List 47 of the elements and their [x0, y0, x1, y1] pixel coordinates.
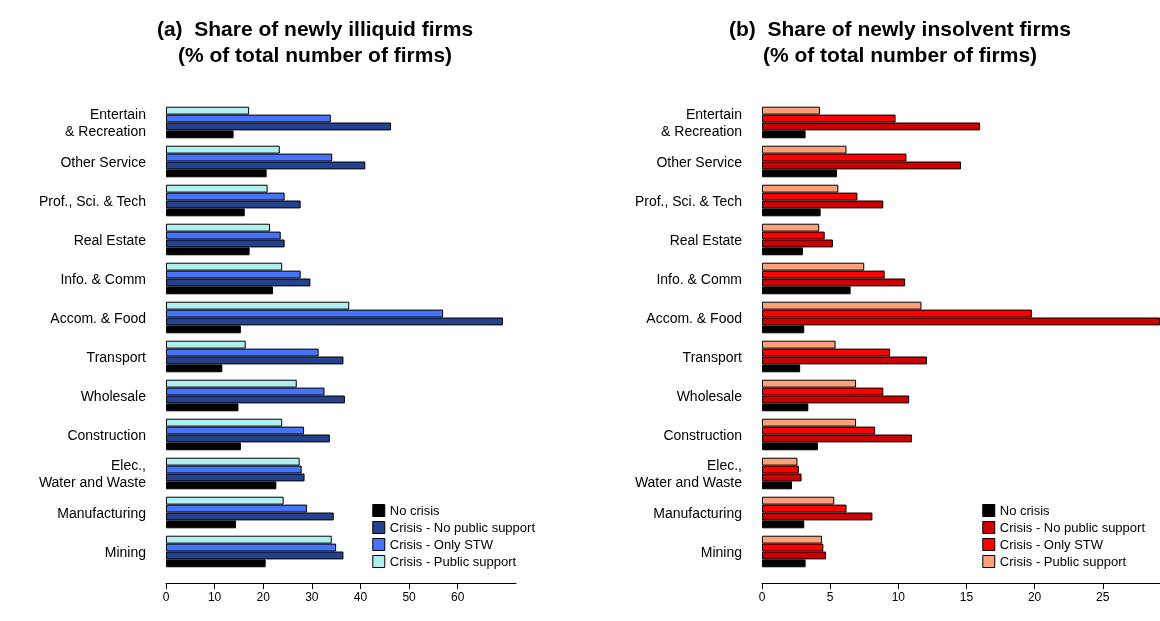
x-tick-label: 10: [207, 590, 222, 604]
x-tick-label: 20: [1027, 590, 1042, 604]
y-tick-label: Manufacturing: [653, 504, 742, 521]
y-tick-label: Other Service: [60, 153, 147, 170]
x-tick-label: 50: [402, 590, 417, 604]
y-tick-label: Construction: [663, 426, 742, 443]
legend-label: No crisis: [999, 503, 1051, 518]
y-tick-label: Construction: [67, 426, 146, 443]
y-tick-label: Transport: [86, 348, 147, 365]
y-tick-label: Entertain & Recreation: [65, 106, 146, 139]
legend-label: Crisis - Only STW: [389, 537, 494, 552]
x-tick-label: 30: [305, 590, 319, 604]
y-tick-label: Elec., Water and Waste: [38, 457, 147, 490]
x-tick-label: 10: [891, 590, 906, 604]
legend-label: Crisis - No public support: [389, 520, 536, 535]
x-tick-label: 0: [758, 590, 766, 604]
chart-title: (b) Share of newly insolvent firms (% of total number of firms): [729, 16, 1071, 66]
x-tick-label: 25: [1096, 590, 1110, 604]
x-tick-label: 15: [959, 590, 974, 604]
chart-title: (a) Share of newly illiquid firms (% of total number of firms): [156, 16, 474, 66]
legend-label: No crisis: [389, 503, 441, 518]
y-tick-label: Real Estate: [73, 231, 147, 248]
y-tick-label: Entertain & Recreation: [661, 106, 742, 139]
y-tick-label: Real Estate: [669, 231, 743, 248]
x-tick-label: 60: [450, 590, 465, 604]
y-tick-label: Accom. & Food: [50, 309, 146, 326]
y-tick-label: Info. & Comm: [656, 270, 742, 287]
x-tick-label: 5: [826, 590, 834, 604]
y-tick-label: Wholesale: [676, 387, 743, 404]
y-tick-label: Wholesale: [80, 387, 147, 404]
y-tick-label: Transport: [682, 348, 743, 365]
legend-label: Crisis - Public support: [999, 554, 1127, 569]
legend-label: Crisis - Public support: [389, 554, 517, 569]
y-tick-label: Prof., Sci. & Tech: [634, 192, 742, 209]
y-tick-label: Manufacturing: [57, 504, 146, 521]
y-tick-label: Elec., Water and Waste: [634, 457, 743, 490]
x-tick-label: 20: [256, 590, 271, 604]
y-tick-label: Other Service: [656, 153, 743, 170]
y-tick-label: Prof., Sci. & Tech: [38, 192, 146, 209]
x-tick-label: 40: [353, 590, 368, 604]
y-tick-label: Accom. & Food: [646, 309, 742, 326]
x-tick-label: 0: [162, 590, 170, 604]
legend-label: Crisis - No public support: [999, 520, 1146, 535]
y-tick-label: Mining: [104, 543, 146, 560]
legend-label: Crisis - Only STW: [999, 537, 1104, 552]
y-tick-label: Info. & Comm: [60, 270, 146, 287]
y-tick-label: Mining: [700, 543, 742, 560]
